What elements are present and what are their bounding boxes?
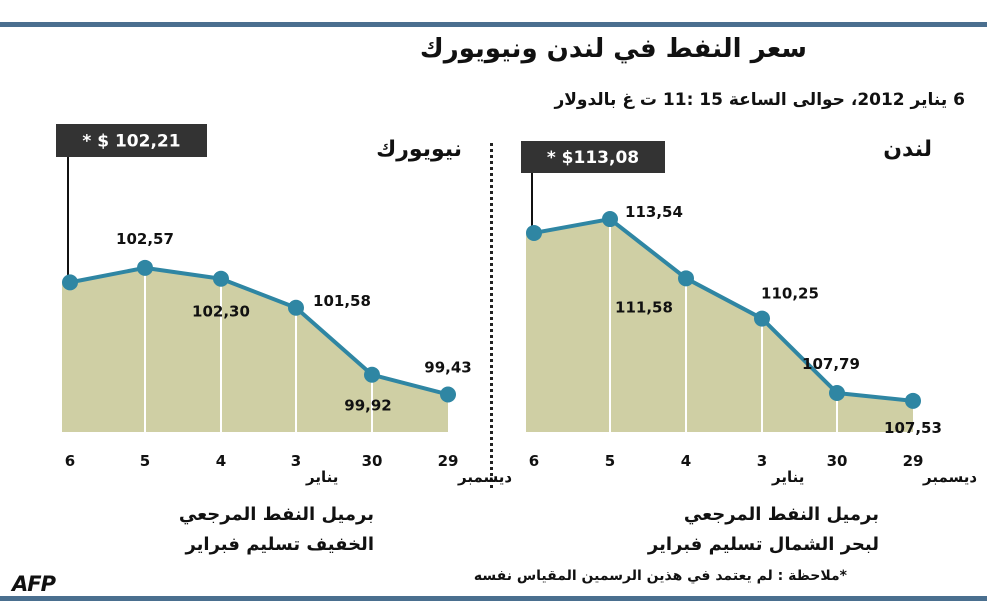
top-rule bbox=[0, 22, 987, 27]
newyork-value-label: 99,43 bbox=[424, 358, 471, 376]
london-value-label: 107,53 bbox=[884, 419, 942, 437]
bottom-rule bbox=[0, 596, 987, 601]
london-series-line bbox=[533, 217, 914, 403]
newyork-current-box bbox=[56, 124, 207, 157]
scale-note: *ملاحظة : لم يعتمد في هذين الرسمين المقي… bbox=[473, 568, 847, 584]
london-value-label: 110,25 bbox=[761, 285, 819, 303]
london-data-point-5 bbox=[602, 211, 618, 228]
newyork-caption: برميل النفط المرجعي الخفيف تسليم فبراير bbox=[179, 500, 374, 560]
newyork-month-label: ديسمبر bbox=[457, 468, 512, 486]
london-title: لندن bbox=[883, 137, 932, 162]
newyork-data-point-3 bbox=[288, 299, 304, 316]
infographic-title: سعر النفط في لندن ونيويورك bbox=[419, 34, 807, 64]
london-month-label: ديسمبر bbox=[922, 468, 977, 486]
london-area bbox=[526, 219, 913, 432]
london-tick-label: 4 bbox=[681, 452, 691, 470]
london-value-label: 113,54 bbox=[625, 203, 683, 221]
london-data-point-4 bbox=[678, 270, 694, 287]
newyork-data-point-29 bbox=[440, 386, 456, 403]
newyork-value-label: 102,57 bbox=[116, 230, 174, 248]
london-data-point-30 bbox=[829, 384, 845, 401]
newyork-tick-label: 29 bbox=[438, 452, 459, 470]
london-tick-label: 3 bbox=[757, 452, 767, 470]
newyork-value-label: 102,30 bbox=[192, 303, 250, 321]
london-data-point-3 bbox=[754, 310, 770, 327]
newyork-series-line bbox=[69, 265, 449, 397]
newyork-area bbox=[62, 267, 448, 432]
london-data-point-29 bbox=[905, 392, 921, 409]
london-tick-label: 30 bbox=[827, 452, 848, 470]
newyork-data-point-4 bbox=[213, 270, 229, 287]
london-month-label: يناير bbox=[771, 468, 804, 486]
london-value-label: 107,79 bbox=[802, 355, 860, 373]
newyork-tick-label: 6 bbox=[65, 452, 75, 470]
panel-divider bbox=[490, 143, 493, 488]
newyork-tick-label: 3 bbox=[291, 452, 301, 470]
london-data-point-6 bbox=[526, 224, 542, 241]
newyork-data-point-30 bbox=[364, 366, 380, 383]
newyork-caption-line1: برميل النفط المرجعي bbox=[178, 504, 374, 525]
newyork-tick-label: 4 bbox=[216, 452, 226, 470]
london-current-box bbox=[521, 141, 665, 173]
newyork-value-label: 101,58 bbox=[313, 292, 371, 310]
london-tick-label: 5 bbox=[605, 452, 615, 470]
london-caption-line1: برميل النفط المرجعي bbox=[683, 504, 879, 525]
london-tick-label: 29 bbox=[903, 452, 924, 470]
newyork-current-label: * $ 102,21 bbox=[82, 132, 180, 152]
infographic-subtitle: 6 يناير 2012، حوالى الساعة 15 :11 ت غ با… bbox=[554, 90, 965, 110]
afp-logo: AFP bbox=[12, 572, 56, 596]
newyork-month-label: يناير bbox=[305, 468, 338, 486]
newyork-caption-line2: الخفيف تسليم فبراير bbox=[185, 534, 374, 555]
newyork-title: نيويورك bbox=[376, 137, 462, 162]
london-caption: برميل النفط المرجعي لبحر الشمال تسليم فب… bbox=[648, 500, 879, 560]
newyork-data-point-5 bbox=[137, 259, 153, 276]
newyork-tick-label: 5 bbox=[140, 452, 150, 470]
london-value-label: 111,58 bbox=[615, 298, 673, 316]
newyork-tick-label: 30 bbox=[362, 452, 383, 470]
newyork-data-point-6 bbox=[62, 274, 78, 291]
london-current-label: * $113,08 bbox=[547, 148, 639, 168]
london-tick-label: 6 bbox=[529, 452, 539, 470]
newyork-value-label: 99,92 bbox=[344, 397, 391, 415]
london-caption-line2: لبحر الشمال تسليم فبراير bbox=[647, 534, 879, 555]
